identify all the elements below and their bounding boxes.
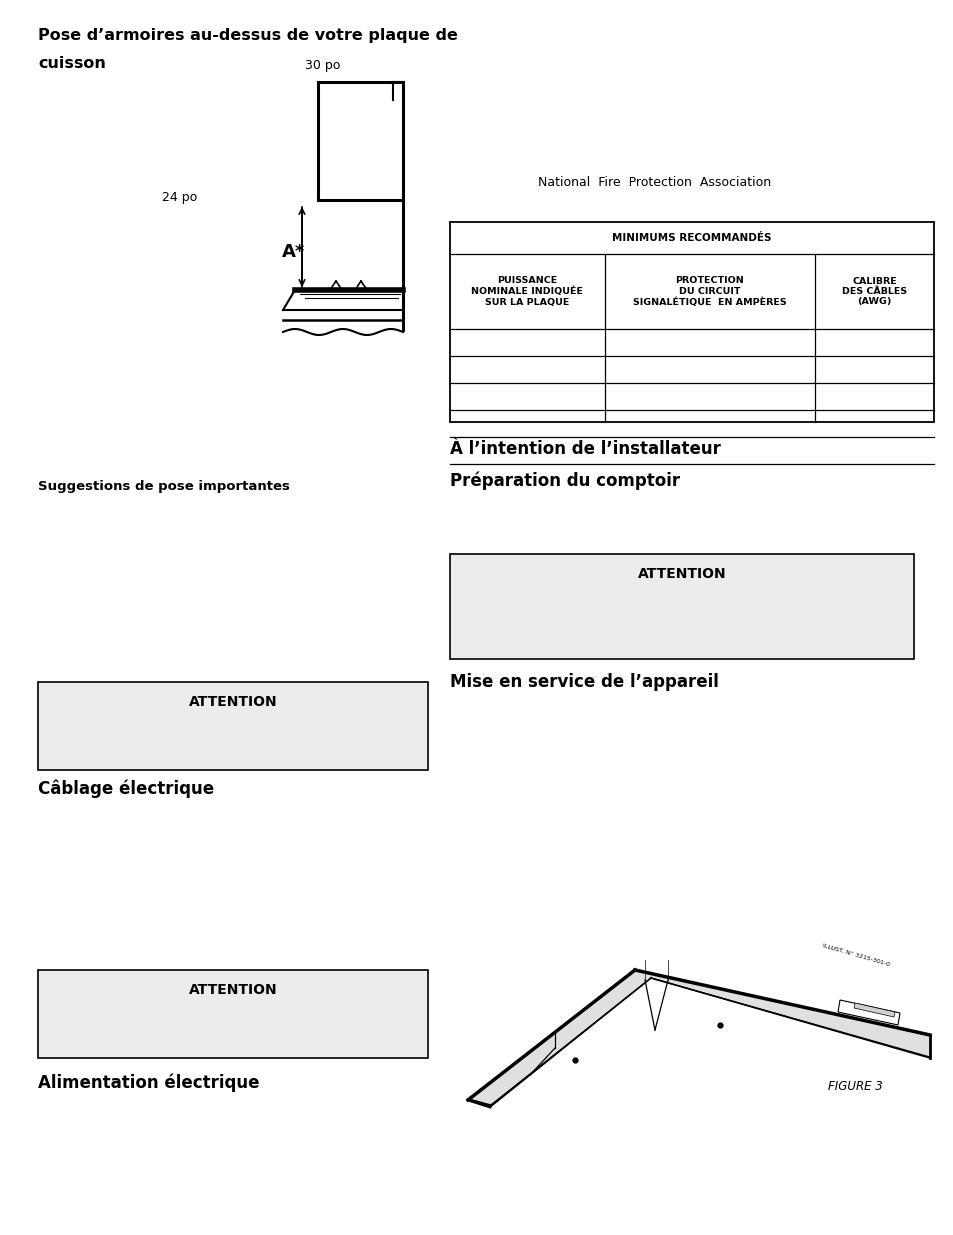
- Bar: [450, 555, 913, 659]
- Polygon shape: [635, 969, 929, 1058]
- Text: ATTENTION: ATTENTION: [189, 983, 277, 997]
- Text: Mise en service de l’appareil: Mise en service de l’appareil: [450, 673, 719, 692]
- Text: 30 po: 30 po: [305, 59, 340, 72]
- Text: Préparation du comptoir: Préparation du comptoir: [450, 472, 679, 490]
- Text: PROTECTION
DU CIRCUIT
SIGNALÉTIQUE  EN AMPÈRES: PROTECTION DU CIRCUIT SIGNALÉTIQUE EN AM…: [633, 277, 786, 306]
- Text: À l’intention de l’installateur: À l’intention de l’installateur: [450, 440, 720, 458]
- Text: PUISSANCE
NOMINALE INDIQUÉE
SUR LA PLAQUE: PUISSANCE NOMINALE INDIQUÉE SUR LA PLAQU…: [471, 277, 583, 306]
- Bar: [450, 222, 933, 422]
- Text: ATTENTION: ATTENTION: [189, 695, 277, 709]
- Text: Pose d’armoires au-dessus de votre plaque de: Pose d’armoires au-dessus de votre plaqu…: [38, 28, 457, 43]
- Polygon shape: [468, 969, 650, 1104]
- Polygon shape: [468, 969, 649, 1107]
- Text: ILLUST. N° 3215-301-0: ILLUST. N° 3215-301-0: [821, 944, 889, 967]
- Text: Alimentation électrique: Alimentation électrique: [38, 1074, 259, 1093]
- Text: MINIMUMS RECOMMANDÉS: MINIMUMS RECOMMANDÉS: [612, 233, 771, 243]
- Text: Câblage électrique: Câblage électrique: [38, 781, 213, 799]
- Polygon shape: [837, 1000, 899, 1025]
- Bar: [38, 969, 428, 1058]
- Polygon shape: [853, 1003, 894, 1016]
- Text: Suggestions de pose importantes: Suggestions de pose importantes: [38, 480, 290, 493]
- Text: 24 po: 24 po: [162, 190, 197, 204]
- Text: A*: A*: [282, 243, 305, 261]
- Text: cuisson: cuisson: [38, 56, 106, 70]
- Text: FIGURE 3: FIGURE 3: [827, 1079, 882, 1093]
- Text: ATTENTION: ATTENTION: [637, 567, 725, 580]
- Bar: [38, 682, 428, 769]
- Text: CALIBRE
DES CÂBLES
(AWG): CALIBRE DES CÂBLES (AWG): [841, 277, 906, 306]
- Polygon shape: [635, 968, 929, 1035]
- Text: National  Fire  Protection  Association: National Fire Protection Association: [537, 177, 771, 189]
- Polygon shape: [468, 968, 649, 1104]
- Polygon shape: [635, 969, 929, 1058]
